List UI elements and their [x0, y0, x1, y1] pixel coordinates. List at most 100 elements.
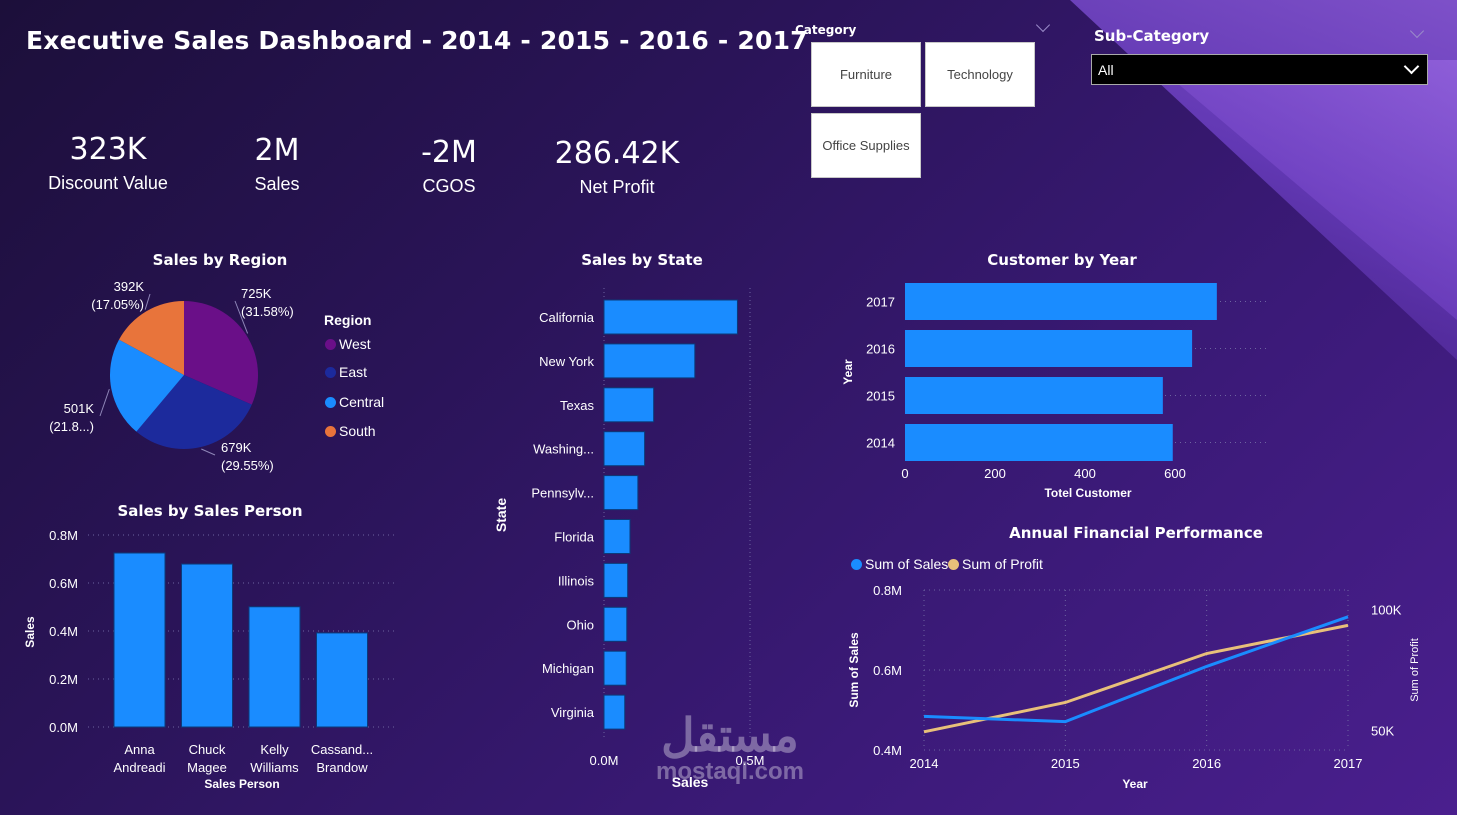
annual-tick-label: 0.6M [873, 663, 902, 678]
profit-line [923, 623, 1349, 734]
pie-leader-line [99, 388, 110, 417]
customer-category-label: 2017 [866, 295, 895, 310]
legend-item-sum-of-profit[interactable]: Sum of Profit [948, 556, 1043, 572]
category-tile-office-supplies[interactable]: Office Supplies [811, 113, 921, 178]
customer-bar [905, 424, 1173, 461]
subcategory-slicer-label: Sub-Category [1094, 27, 1210, 45]
watermark-latin: mostaql.com [655, 758, 805, 785]
customer-bar-chart: 0 200 400 600 2017 2016 2015 2014 Totel Customer… [841, 283, 1270, 500]
customer-bar [905, 330, 1193, 367]
page-title: Executive Sales Dashboard - 2014 - 2015 … [26, 26, 808, 55]
pie-percent-label: (29.55%) [221, 458, 274, 473]
person-bar [181, 563, 233, 728]
legend-swatch [948, 558, 959, 570]
salesperson-chart-title: Sales by Sales Person [117, 502, 303, 520]
pie-value-label: 725K [241, 286, 272, 301]
legend-item-south[interactable]: South [325, 423, 376, 439]
state-category-label: Texas [560, 398, 594, 413]
category-tile-technology[interactable]: Technology [925, 42, 1035, 107]
pie-leader-line [234, 300, 249, 334]
region-chart-title: Sales by Region [152, 251, 288, 269]
annual-y-axis-title: Sum of Sales [847, 632, 861, 708]
legend-swatch [325, 366, 336, 378]
legend-label: West [339, 336, 371, 352]
state-tick-label: 0.0M [590, 753, 619, 768]
watermark-logo: مستقل mostaql.com [640, 712, 820, 786]
person-category-label: Magee [187, 760, 227, 775]
person-category-label: Williams [250, 760, 299, 775]
kpi-label: CGOS [422, 176, 476, 196]
pie-leader-line [201, 448, 216, 456]
annual-tick-label: 0.8M [873, 583, 902, 598]
legend-swatch [325, 338, 336, 350]
annual-tick-label: 0.4M [873, 743, 902, 758]
legend-label: Sum of Sales [865, 556, 949, 572]
pie-percent-label: (31.58%) [241, 304, 294, 319]
chevron-down-icon[interactable] [1035, 17, 1051, 33]
state-bar [603, 562, 629, 598]
pie-value-label: 679K [221, 440, 252, 455]
annual-x-tick-label: 2016 [1192, 756, 1221, 771]
annual-y2-tick-label: 50K [1371, 724, 1394, 739]
state-bar [603, 387, 655, 423]
pie-slice-south [119, 301, 184, 375]
person-category-label: Anna [124, 742, 155, 757]
state-y-axis-title: State [493, 498, 509, 532]
annual-x-tick-label: 2017 [1334, 756, 1363, 771]
state-category-label: Virginia [551, 705, 595, 720]
state-category-label: Ohio [567, 617, 594, 632]
state-chart-title: Sales by State [581, 251, 703, 269]
customer-category-label: 2015 [866, 389, 895, 404]
person-bar [248, 606, 301, 728]
state-bar [603, 519, 631, 554]
legend-swatch [851, 558, 862, 570]
legend-swatch [325, 396, 336, 408]
state-category-label: Pennsylv... [531, 486, 594, 501]
person-category-label: Chuck [189, 742, 226, 757]
annual-x-axis-title: Year [1122, 777, 1148, 791]
person-tick-label: 0.0M [49, 720, 78, 735]
subcategory-selected-value: All [1098, 62, 1114, 78]
customer-bar [905, 377, 1163, 414]
watermark-arabic: مستقل [661, 709, 799, 761]
sales-line [923, 615, 1349, 724]
state-x-axis-title: Sales [672, 774, 709, 790]
annual-x-tick-label: 2015 [1051, 756, 1080, 771]
kpi-discount: 323K Discount Value [23, 132, 193, 194]
state-bar [603, 475, 639, 511]
chevron-down-icon [1403, 58, 1420, 75]
kpi-sales: 2M Sales [192, 133, 362, 195]
subcategory-dropdown[interactable]: All [1091, 54, 1428, 85]
person-tick-label: 0.4M [49, 624, 78, 639]
kpi-value: 286.42K [554, 136, 680, 171]
kpi-value: 2M [254, 133, 300, 168]
kpi-value: 323K [69, 132, 147, 167]
kpi-cgos: -2M CGOS [364, 135, 534, 197]
legend-label: South [339, 423, 376, 439]
person-x-axis-title: Sales Person [204, 777, 279, 791]
customer-x-axis-title: Totel Customer [1044, 486, 1131, 500]
person-category-label: Andreadi [113, 760, 165, 775]
state-category-label: New York [539, 354, 594, 369]
legend-item-east[interactable]: East [325, 364, 367, 380]
legend-item-west[interactable]: West [325, 336, 371, 352]
legend-label: Central [339, 394, 385, 410]
pie-percent-label: (21.8...) [49, 419, 94, 434]
state-category-label: Washing... [533, 442, 594, 457]
person-tick-label: 0.6M [49, 576, 78, 591]
category-tile-furniture[interactable]: Furniture [811, 42, 921, 107]
pie-value-label: 392K [114, 279, 145, 294]
legend-item-sum-of-sales[interactable]: Sum of Sales [851, 556, 948, 572]
person-y-axis-title: Sales [23, 616, 37, 648]
customer-tick-label: 400 [1074, 466, 1096, 481]
pie-value-label: 501K [64, 401, 95, 416]
customer-tick-label: 200 [984, 466, 1006, 481]
state-category-label: Michigan [542, 661, 594, 676]
pie-leader-line [144, 293, 151, 310]
customer-tick-label: 0 [901, 466, 908, 481]
pie-slice-west [184, 301, 258, 405]
state-bar [603, 606, 628, 642]
legend-item-central[interactable]: Central [325, 394, 384, 410]
customer-chart-title: Customer by Year [987, 251, 1137, 269]
customer-category-label: 2014 [866, 436, 895, 451]
